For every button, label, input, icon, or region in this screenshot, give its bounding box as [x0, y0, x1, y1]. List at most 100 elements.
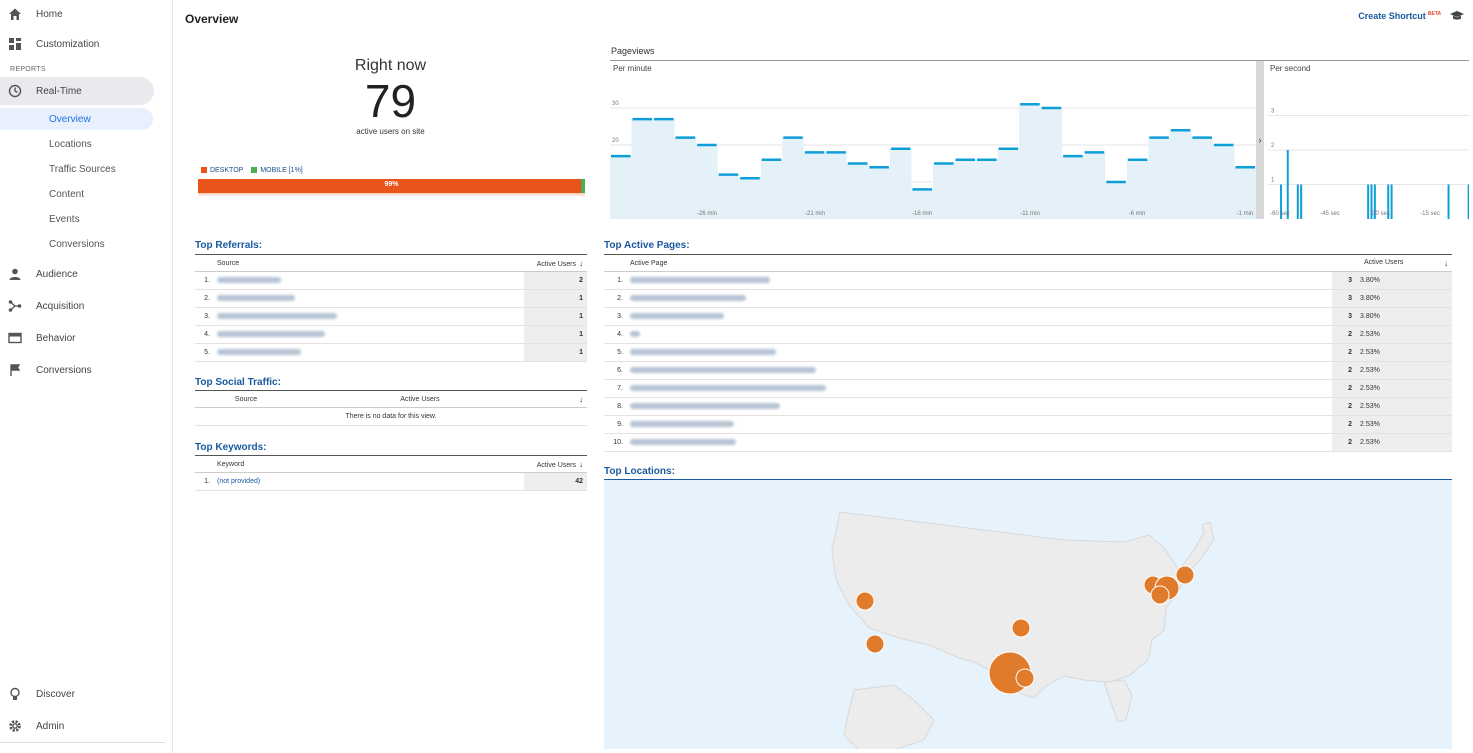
nav-conversions[interactable]: Conversions: [0, 356, 170, 384]
top-keywords-title: Top Keywords:: [195, 442, 267, 453]
desktop-share-label: 99%: [384, 181, 399, 188]
sort-down-icon[interactable]: ↓: [579, 459, 583, 469]
nav-sub-locations[interactable]: Locations: [0, 133, 153, 155]
table-row: 8. 2 2.53%: [604, 397, 1452, 416]
x-tick-label: -60 sec: [1270, 211, 1290, 217]
nav-acquisition[interactable]: Acquisition: [0, 292, 170, 320]
active-page-path[interactable]: [626, 289, 1332, 308]
nav-sub-overview[interactable]: Overview: [0, 108, 153, 130]
location-bubble[interactable]: [1015, 668, 1035, 688]
top-referrals-table: Source Active Users ↓ 1. 2 2. 1 3. 1 4. 1 5. 1: [195, 254, 587, 362]
per-second-label: Per second: [1270, 64, 1311, 73]
row-percent: 2.53%: [1356, 415, 1452, 434]
nav-admin[interactable]: Admin: [0, 712, 170, 740]
social-col-source[interactable]: Source: [195, 390, 273, 408]
chevron-right-icon[interactable]: ›: [1259, 135, 1262, 145]
row-users: 1: [524, 325, 587, 344]
nav-realtime[interactable]: Real-Time: [0, 77, 154, 105]
active-page-path[interactable]: [626, 415, 1332, 434]
row-percent: 2.53%: [1356, 379, 1452, 398]
top-referrals-title: Top Referrals:: [195, 240, 263, 251]
top-keywords-table: Keyword Active Users ↓ 1. (not provided) 42: [195, 455, 587, 491]
per-second-bar: [1367, 184, 1370, 219]
per-second-bar: [1300, 184, 1303, 219]
active-page-path[interactable]: [626, 397, 1332, 416]
referral-source[interactable]: [213, 289, 524, 308]
kw-col-keyword[interactable]: Keyword: [213, 455, 524, 473]
x-tick-label: -16 min: [912, 211, 932, 217]
table-row: 4. 1: [195, 325, 587, 344]
nav-sub-traffic-sources[interactable]: Traffic Sources: [0, 158, 153, 180]
ref-col-users-label: Active Users: [536, 260, 576, 268]
location-bubble[interactable]: [1150, 585, 1170, 605]
row-users: 2: [1332, 361, 1356, 380]
table-row: 1. 2: [195, 271, 587, 290]
social-col-sort[interactable]: ↓: [567, 390, 587, 408]
nav-sub-events[interactable]: Events: [0, 208, 153, 230]
active-page-path[interactable]: [626, 271, 1332, 290]
nav-behavior[interactable]: Behavior: [0, 324, 170, 352]
referral-source[interactable]: [213, 307, 524, 326]
x-tick-label: -30 sec: [1370, 211, 1390, 217]
ref-col-source[interactable]: Source: [213, 254, 524, 272]
nav-discover-label: Discover: [36, 688, 75, 700]
top-social-table: Source Active Users ↓ There is no data f…: [195, 390, 587, 426]
nav-customization[interactable]: Customization: [0, 30, 170, 58]
device-bar-shadow: [198, 193, 585, 197]
pageviews-chart: 102030-26 min-21 min-16 min-11 min-6 min…: [610, 61, 1469, 219]
kw-col-users-label: Active Users: [536, 461, 576, 469]
row-index: 2.: [604, 289, 626, 308]
per-second-bar: [1296, 184, 1299, 219]
pages-col-users[interactable]: Active Users ↓: [1356, 254, 1452, 272]
nav-audience[interactable]: Audience: [0, 260, 170, 288]
florida-landmass: [1103, 679, 1133, 723]
nav-sub-conversions-label: Conversions: [49, 238, 105, 250]
kw-col-users[interactable]: Active Users ↓: [524, 455, 587, 473]
nav-realtime-label: Real-Time: [36, 85, 82, 97]
location-bubble[interactable]: [855, 591, 875, 611]
row-percent: 2.53%: [1356, 343, 1452, 362]
row-percent: 3.80%: [1356, 271, 1452, 290]
nav-sub-conversions[interactable]: Conversions: [0, 233, 153, 255]
sort-down-icon[interactable]: ↓: [1444, 258, 1448, 268]
y-tick-label: 30: [612, 101, 619, 107]
active-page-path[interactable]: [626, 361, 1332, 380]
person-icon: [9, 268, 21, 280]
location-bubble[interactable]: [1175, 565, 1195, 585]
nav-home[interactable]: Home: [0, 0, 170, 28]
sort-down-icon[interactable]: ↓: [579, 258, 583, 268]
active-users-caption: active users on site: [356, 127, 425, 136]
pages-col-page[interactable]: Active Page: [626, 254, 1332, 272]
row-percent: 2.53%: [1356, 325, 1452, 344]
active-page-path[interactable]: [626, 307, 1332, 326]
create-shortcut-link[interactable]: Create Shortcut BETA: [1358, 11, 1441, 21]
social-col-users[interactable]: Active Users: [273, 390, 567, 408]
active-page-path[interactable]: [626, 433, 1332, 452]
referral-source[interactable]: [213, 271, 524, 290]
active-page-path[interactable]: [626, 325, 1332, 344]
sort-down-icon[interactable]: ↓: [579, 394, 583, 404]
referral-source[interactable]: [213, 343, 524, 362]
right-now-title: Right now: [354, 57, 427, 74]
nav-sub-content[interactable]: Content: [0, 183, 153, 205]
table-row: 2. 3 3.80%: [604, 289, 1452, 308]
top-locations-map[interactable]: [604, 479, 1452, 749]
beta-badge: BETA: [1427, 11, 1441, 17]
active-page-path[interactable]: [626, 343, 1332, 362]
keyword-link[interactable]: (not provided): [213, 472, 524, 491]
nav-discover[interactable]: Discover: [0, 680, 170, 708]
ref-col-users[interactable]: Active Users ↓: [524, 254, 587, 272]
active-page-path[interactable]: [626, 379, 1332, 398]
right-now-panel: Right now 79 active users on site: [313, 57, 468, 136]
table-row: 6. 2 2.53%: [604, 361, 1452, 380]
referral-source[interactable]: [213, 325, 524, 344]
location-bubble[interactable]: [1011, 618, 1031, 638]
row-index: 9.: [604, 415, 626, 434]
per-second-bar: [1280, 184, 1283, 219]
nav-sub-traffic-sources-label: Traffic Sources: [49, 163, 116, 175]
location-bubble[interactable]: [865, 634, 885, 654]
graduation-cap-icon[interactable]: [1450, 11, 1464, 21]
row-percent: 2.53%: [1356, 433, 1452, 452]
row-percent: 2.53%: [1356, 361, 1452, 380]
pageviews-title: Pageviews: [611, 46, 655, 56]
